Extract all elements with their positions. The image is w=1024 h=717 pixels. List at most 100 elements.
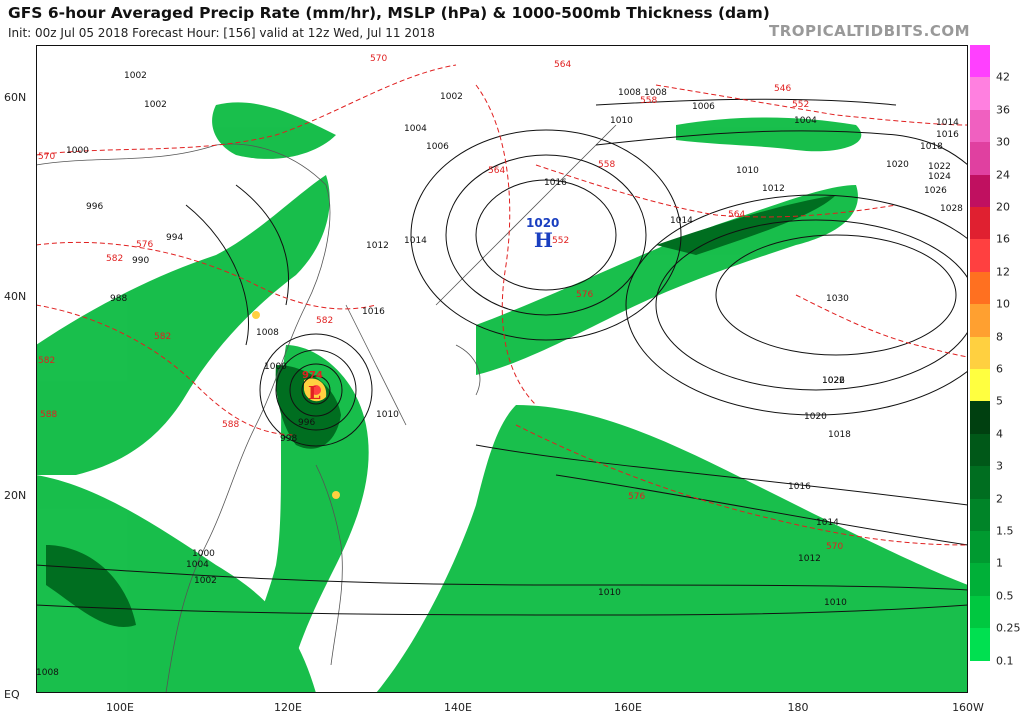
thickness-label: 570 <box>370 54 387 64</box>
precip-fields <box>36 102 968 693</box>
legend-label: 1 <box>996 556 1003 570</box>
thickness-label: 564 <box>554 60 571 70</box>
pressure-labels: 1002 1002 1000 1002 1008 1006 1004 1014 … <box>36 71 963 678</box>
isobar-label: 1016 <box>362 307 385 317</box>
legend-label: 24 <box>996 168 1010 182</box>
isobar-label: 1004 <box>404 124 427 134</box>
legend-swatch <box>970 466 990 499</box>
legend-swatch <box>970 563 990 596</box>
legend-label: 0.25 <box>996 621 1021 635</box>
isobar-label: 994 <box>166 233 183 243</box>
legend-label: 4 <box>996 427 1003 441</box>
legend-swatch <box>970 174 990 207</box>
legend-swatch <box>970 207 990 240</box>
isobar-label: 1008 <box>644 88 667 98</box>
legend-swatch <box>970 77 990 110</box>
isobar-label: 1006 <box>692 102 715 112</box>
isobar-label: 1026 <box>924 186 947 196</box>
thickness-label: 564 <box>488 166 505 176</box>
weather-map: 1002 1002 1000 1002 1008 1006 1004 1014 … <box>36 45 968 693</box>
chart-title: GFS 6-hour Averaged Precip Rate (mm/hr),… <box>8 4 770 22</box>
legend-swatch <box>970 109 990 143</box>
isobar-label: 1016 <box>936 130 959 140</box>
thickness-label: 588 <box>222 420 239 430</box>
thickness-lines <box>36 64 968 546</box>
legend-swatch <box>970 45 990 78</box>
isobar-label: 1016 <box>788 482 811 492</box>
isobar-label: 1002 <box>144 100 167 110</box>
isobar-label: 1026 <box>822 376 845 386</box>
isobar-label: 1030 <box>826 294 849 304</box>
isobar-label: 1002 <box>124 71 147 81</box>
legend-label: 20 <box>996 200 1010 214</box>
legend-swatch <box>970 628 990 661</box>
precip-front <box>476 185 858 375</box>
thickness-label: 570 <box>826 542 843 552</box>
legend-swatch <box>970 142 990 175</box>
isobar-label: 1014 <box>404 236 427 246</box>
precip-heavy <box>46 195 836 627</box>
isobar-label: 1028 <box>940 204 963 214</box>
legend-label: 36 <box>996 103 1010 117</box>
lon-label-140e: 140E <box>444 701 472 714</box>
isobar-label: 1024 <box>928 172 951 182</box>
thickness-label: 576 <box>136 240 153 250</box>
isobar-label: 1004 <box>794 116 817 126</box>
legend-label: 8 <box>996 330 1003 344</box>
isobar-label: 1010 <box>598 588 621 598</box>
legend-label: 5 <box>996 394 1003 408</box>
thickness-label: 582 <box>316 316 333 326</box>
legend-swatch <box>970 336 990 369</box>
thickness-labels: 570 564 558 552 546 564 570 558 552 564 … <box>38 54 843 552</box>
isobar-label: 1018 <box>920 142 943 152</box>
thickness-label: 576 <box>576 290 593 300</box>
lon-label-120e: 120E <box>274 701 302 714</box>
isobar-label: 1016 <box>544 178 567 188</box>
legend-label: 10 <box>996 297 1010 311</box>
low-pressure-letter: L <box>308 383 321 404</box>
isobar-label: 1008 <box>618 88 641 98</box>
isobar-label: 1006 <box>426 142 449 152</box>
legend-swatch <box>970 304 990 337</box>
isobar-label: 1022 <box>822 376 845 386</box>
thickness-label: 582 <box>106 254 123 264</box>
precip-tropics <box>376 405 968 693</box>
thickness-label: 576 <box>628 492 645 502</box>
isobar-label: 1000 <box>66 146 89 156</box>
low-center: 974 L <box>302 370 323 404</box>
isobar-label: 1008 <box>256 328 279 338</box>
isobar-label: 1020 <box>804 412 827 422</box>
isobar-label: 1014 <box>670 216 693 226</box>
legend-swatch <box>970 498 990 531</box>
legend-label: 6 <box>996 362 1003 376</box>
isobar-label: 1010 <box>376 410 399 420</box>
legend-swatch <box>970 401 990 434</box>
thickness-label: 552 <box>792 100 809 110</box>
legend-label: 12 <box>996 265 1010 279</box>
isobar-label: 996 <box>298 418 315 428</box>
legend-swatch <box>970 239 990 272</box>
thickness-label: 570 <box>38 152 55 162</box>
legend-swatch <box>970 595 990 629</box>
isobar-label: 996 <box>86 202 103 212</box>
low-pressure-value: 974 <box>302 370 323 381</box>
isobar-label: 1012 <box>798 554 821 564</box>
precip-color-legend <box>970 45 990 693</box>
lon-label-180: 180 <box>787 701 809 714</box>
thickness-label: 558 <box>640 96 657 106</box>
high-pressure-value: 1020 <box>526 216 559 230</box>
legend-label: 30 <box>996 135 1010 149</box>
isobars <box>36 98 968 616</box>
legend-swatch <box>970 369 990 402</box>
isobar-label: 1012 <box>366 241 389 251</box>
thickness-label: 582 <box>154 332 171 342</box>
thickness-label: 582 <box>38 356 55 366</box>
isobar-label: 1000 <box>264 362 287 372</box>
legend-swatch <box>970 531 990 564</box>
thickness-label: 558 <box>598 160 615 170</box>
isobar-label: 988 <box>110 294 127 304</box>
chart-subtitle: Init: 00z Jul 05 2018 Forecast Hour: [15… <box>8 26 435 40</box>
legend-swatch <box>970 660 990 693</box>
precip-jet-north <box>676 117 862 152</box>
isobar-label: 1004 <box>186 560 209 570</box>
